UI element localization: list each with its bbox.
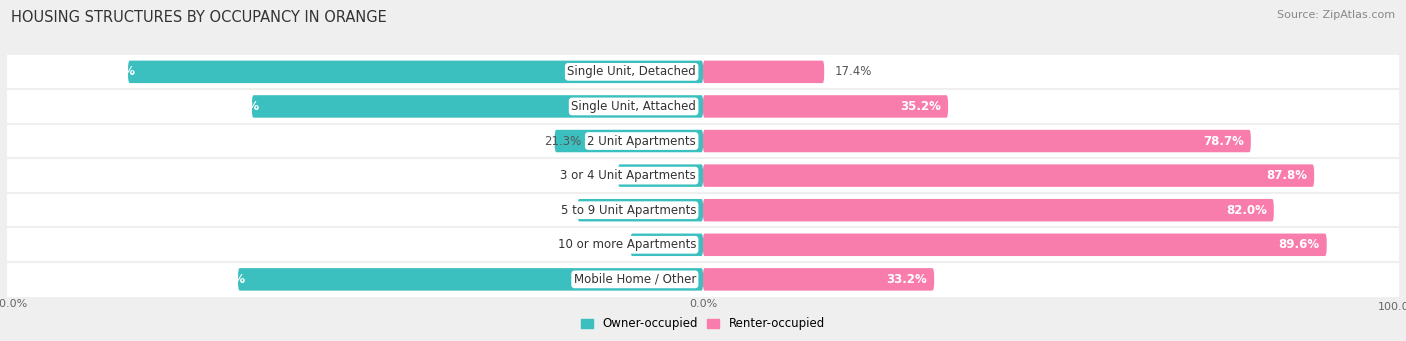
Bar	[7, 124, 703, 158]
Text: 87.8%: 87.8%	[1265, 169, 1308, 182]
Bar	[703, 193, 1399, 227]
Text: 82.6%: 82.6%	[94, 65, 135, 78]
Text: 12.2%: 12.2%	[607, 169, 645, 182]
Text: Mobile Home / Other: Mobile Home / Other	[574, 273, 696, 286]
Text: Single Unit, Detached: Single Unit, Detached	[567, 65, 696, 78]
Bar	[703, 124, 1399, 158]
Bar	[703, 89, 1399, 124]
FancyBboxPatch shape	[703, 130, 1251, 152]
Bar	[703, 55, 1399, 89]
Bar	[7, 262, 703, 297]
Text: 33.2%: 33.2%	[886, 273, 927, 286]
Legend: Owner-occupied, Renter-occupied: Owner-occupied, Renter-occupied	[576, 313, 830, 335]
FancyBboxPatch shape	[554, 130, 703, 152]
FancyBboxPatch shape	[703, 61, 824, 83]
Bar	[703, 262, 1399, 297]
FancyBboxPatch shape	[128, 61, 703, 83]
FancyBboxPatch shape	[578, 199, 703, 221]
FancyBboxPatch shape	[252, 95, 703, 118]
Text: 82.0%: 82.0%	[1226, 204, 1267, 217]
Text: 35.2%: 35.2%	[900, 100, 941, 113]
Bar	[703, 158, 1399, 193]
Text: Single Unit, Attached: Single Unit, Attached	[571, 100, 696, 113]
FancyBboxPatch shape	[703, 164, 1315, 187]
Text: 17.4%: 17.4%	[835, 65, 872, 78]
Text: 66.8%: 66.8%	[204, 273, 245, 286]
Text: Source: ZipAtlas.com: Source: ZipAtlas.com	[1277, 10, 1395, 20]
Text: 21.3%: 21.3%	[544, 135, 582, 148]
Bar	[7, 89, 703, 124]
Text: 64.8%: 64.8%	[218, 100, 259, 113]
Text: 78.7%: 78.7%	[1204, 135, 1244, 148]
Text: 89.6%: 89.6%	[1278, 238, 1320, 251]
Text: 18.0%: 18.0%	[567, 204, 605, 217]
FancyBboxPatch shape	[703, 234, 1327, 256]
Text: 10.4%: 10.4%	[620, 238, 658, 251]
FancyBboxPatch shape	[703, 268, 934, 291]
Text: 10 or more Apartments: 10 or more Apartments	[558, 238, 696, 251]
FancyBboxPatch shape	[619, 164, 703, 187]
FancyBboxPatch shape	[630, 234, 703, 256]
Text: 3 or 4 Unit Apartments: 3 or 4 Unit Apartments	[560, 169, 696, 182]
FancyBboxPatch shape	[238, 268, 703, 291]
Bar	[7, 227, 703, 262]
FancyBboxPatch shape	[703, 199, 1274, 221]
FancyBboxPatch shape	[703, 95, 948, 118]
Text: 5 to 9 Unit Apartments: 5 to 9 Unit Apartments	[561, 204, 696, 217]
Text: HOUSING STRUCTURES BY OCCUPANCY IN ORANGE: HOUSING STRUCTURES BY OCCUPANCY IN ORANG…	[11, 10, 387, 25]
Bar	[7, 193, 703, 227]
Text: 2 Unit Apartments: 2 Unit Apartments	[588, 135, 696, 148]
Bar	[7, 55, 703, 89]
Bar	[7, 158, 703, 193]
Bar	[703, 227, 1399, 262]
